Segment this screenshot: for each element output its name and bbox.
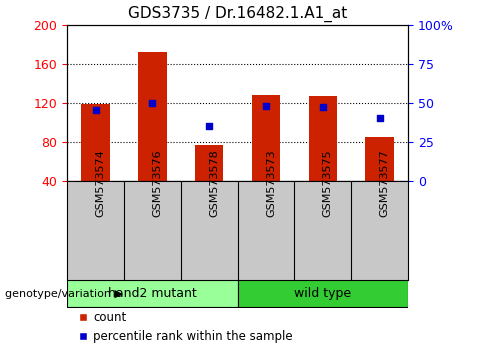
Legend: count, percentile rank within the sample: count, percentile rank within the sample: [73, 307, 298, 348]
FancyBboxPatch shape: [67, 280, 238, 307]
Bar: [365, 137, 394, 181]
Bar: [195, 144, 223, 181]
Point: [205, 123, 213, 129]
Title: GDS3735 / Dr.16482.1.A1_at: GDS3735 / Dr.16482.1.A1_at: [128, 6, 347, 22]
Bar: [309, 96, 337, 181]
Text: hand2 mutant: hand2 mutant: [108, 287, 197, 300]
Point: [148, 100, 156, 105]
Point: [319, 104, 326, 110]
Text: GSM573575: GSM573575: [323, 150, 333, 217]
FancyBboxPatch shape: [238, 280, 408, 307]
Bar: [82, 104, 110, 181]
Text: GSM573573: GSM573573: [266, 150, 276, 217]
Bar: [252, 95, 280, 181]
Text: GSM573576: GSM573576: [152, 150, 162, 217]
Text: GSM573577: GSM573577: [380, 150, 390, 217]
Text: GSM573574: GSM573574: [96, 150, 106, 217]
Text: wild type: wild type: [294, 287, 351, 300]
Point: [262, 103, 270, 109]
Point: [376, 115, 384, 121]
Text: GSM573578: GSM573578: [209, 150, 219, 217]
Bar: [138, 52, 167, 181]
Point: [92, 108, 99, 113]
Text: genotype/variation ▶: genotype/variation ▶: [5, 289, 123, 299]
